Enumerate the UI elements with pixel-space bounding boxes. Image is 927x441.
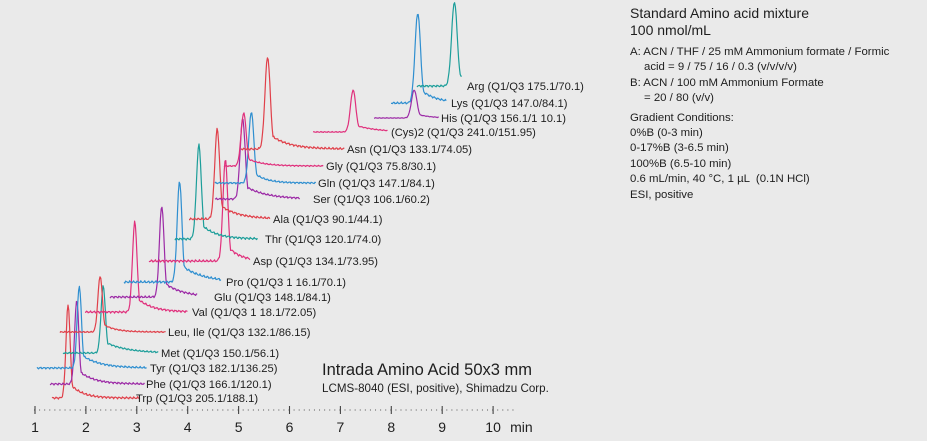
labels-layer: Trp (Q1/Q3 205.1/188.1) Phe (Q1/Q3 166.1/… <box>136 81 584 405</box>
trace-gln <box>214 112 317 185</box>
trace-label-gly: Gly (Q1/Q3 75.8/30.1) <box>326 161 436 173</box>
trace-label-glu: Glu (Q1/Q3 148.1/84.1) <box>214 292 331 304</box>
mobile-phase-b: B: ACN / 100 mM Ammonium Formate <box>630 76 824 89</box>
trace-label-leu-ile: Leu, Ile (Q1/Q3 132.1/86.15) <box>168 327 311 339</box>
mixture-title: Standard Amino acid mixture <box>630 5 809 21</box>
trace-asp <box>148 160 251 263</box>
flow-conditions: 0.6 mL/min, 40 °C, 1 µL (0.1N HCl) <box>630 173 810 186</box>
trace-ser <box>214 118 300 201</box>
trace-cys-2 <box>312 89 388 133</box>
x-tick-label: 10 <box>485 419 501 435</box>
trace-label-ser: Ser (Q1/Q3 106.1/60.2) <box>313 194 430 206</box>
trace-label-cys-2: (Cys)2 (Q1/Q3 241.0/151.95) <box>391 127 536 139</box>
x-tick-label: 3 <box>133 419 141 435</box>
trace-phe <box>49 300 145 386</box>
trace-label-ala: Ala (Q1/Q3 90.1/44.1) <box>273 214 383 226</box>
x-tick-label: 4 <box>184 419 192 435</box>
trace-label-pro: Pro (Q1/Q3 1 16.1/70.1) <box>226 277 346 289</box>
x-tick-label: 7 <box>337 419 345 435</box>
trace-label-trp: Trp (Q1/Q3 205.1/188.1) <box>136 393 258 405</box>
trace-label-met: Met (Q1/Q3 150.1/56.1) <box>161 348 279 360</box>
trace-leu-ile <box>59 276 166 334</box>
trace-arg <box>416 2 462 88</box>
trace-glu <box>109 206 198 299</box>
chart-title: Intrada Amino Acid 50x3 mm <box>322 361 533 379</box>
trace-pro <box>123 181 222 284</box>
x-tick-label: 6 <box>286 419 294 435</box>
chart-subtitle: LCMS-8040 (ESI, positive), Shimadzu Corp… <box>322 382 549 395</box>
x-tick-label: 9 <box>438 419 446 435</box>
trace-label-thr: Thr (Q1/Q3 120.1/74.0) <box>265 234 382 246</box>
ionization-mode: ESI, positive <box>630 188 694 201</box>
traces-layer <box>36 2 462 400</box>
x-tick-label: 8 <box>387 419 395 435</box>
gradient-step: 0-17%B (3-6.5 min) <box>630 142 729 155</box>
x-axis: 1 2 3 4 5 6 7 8 9 10 min <box>31 406 533 435</box>
trace-his <box>373 89 439 119</box>
trace-met <box>62 285 159 355</box>
x-axis-unit-label: min <box>510 419 533 435</box>
trace-tyr <box>36 285 147 370</box>
trace-label-arg: Arg (Q1/Q3 175.1/70.1) <box>467 81 584 93</box>
trace-label-phe: Phe (Q1/Q3 166.1/120.1) <box>146 379 272 391</box>
trace-trp <box>51 304 141 400</box>
trace-label-val: Val (Q1/Q3 1 18.1/72.05) <box>192 307 316 319</box>
gradient-step: 0%B (0-3 min) <box>630 127 703 140</box>
trace-thr <box>174 143 258 241</box>
trace-ala <box>189 127 271 221</box>
x-tick-label: 1 <box>31 419 39 435</box>
trace-lys <box>390 13 447 105</box>
trace-label-tyr: Tyr (Q1/Q3 182.1/136.25) <box>150 363 278 375</box>
trace-gly <box>223 112 324 168</box>
x-tick-label: 2 <box>82 419 90 435</box>
trace-label-gln: Gln (Q1/Q3 147.1/84.1) <box>318 178 435 190</box>
trace-label-his: His (Q1/Q3 156.1/1 10.1) <box>441 113 566 125</box>
method-info-panel: Standard Amino acid mixture 100 nmol/mL … <box>630 5 925 203</box>
gradient-title: Gradient Conditions: <box>630 111 734 124</box>
mobile-phase-b-ratio: = 20 / 80 (v/v) <box>644 92 714 105</box>
trace-val <box>84 220 188 314</box>
mobile-phase-a-ratio: acid = 9 / 75 / 16 / 0.3 (v/v/v/v) <box>644 61 797 74</box>
mobile-phase-a: A: ACN / THF / 25 mM Ammonium formate / … <box>630 46 890 58</box>
trace-label-asp: Asp (Q1/Q3 134.1/73.95) <box>253 256 378 268</box>
gradient-step: 100%B (6.5-10 min) <box>630 157 732 170</box>
trace-label-asn: Asn (Q1/Q3 133.1/74.05) <box>347 144 472 156</box>
mixture-concentration: 100 nmol/mL <box>630 22 711 38</box>
trace-asn <box>240 57 345 151</box>
x-tick-label: 5 <box>235 419 243 435</box>
chart-caption: Intrada Amino Acid 50x3 mm LCMS-8040 (ES… <box>322 360 549 396</box>
trace-label-lys: Lys (Q1/Q3 147.0/84.1) <box>451 98 568 110</box>
